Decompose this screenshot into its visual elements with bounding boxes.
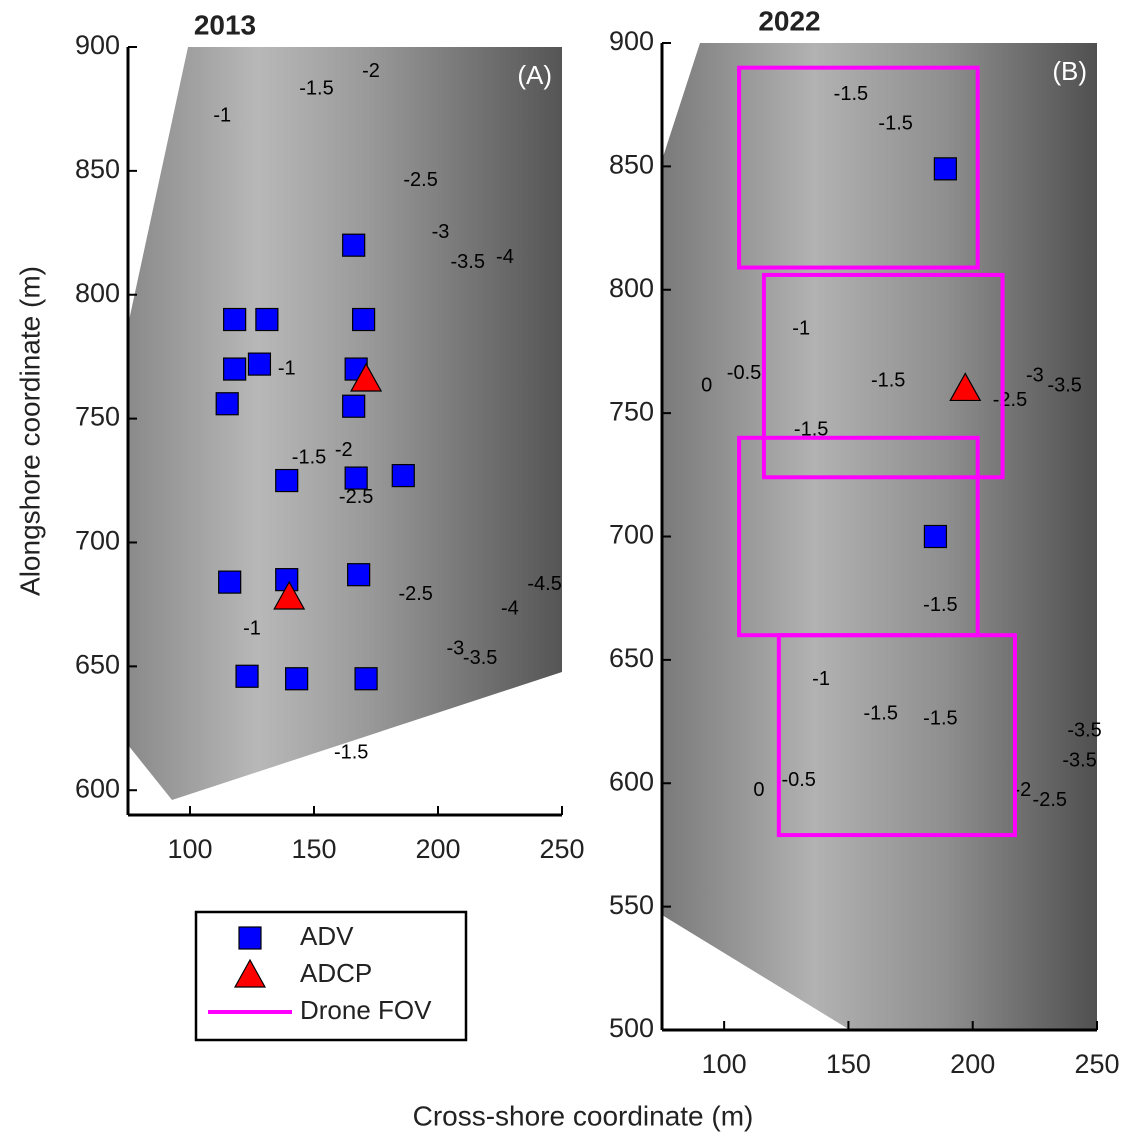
x-tick-label: 150 xyxy=(826,1049,871,1079)
adv-marker xyxy=(924,526,946,548)
adv-marker xyxy=(353,309,375,331)
contour-label: -1 xyxy=(792,318,810,340)
adv-marker xyxy=(248,353,270,375)
x-tick-label: 100 xyxy=(702,1049,747,1079)
contour-label: -1.5 xyxy=(923,594,957,616)
contour-label: -3.5 xyxy=(1067,720,1101,742)
adv-marker xyxy=(256,309,278,331)
adv-marker xyxy=(355,668,377,690)
panel-label: (A) xyxy=(517,60,552,90)
contour-label: -3.5 xyxy=(451,251,485,273)
contour-label: -4.5 xyxy=(527,573,561,595)
contour-label: -2.5 xyxy=(1033,789,1067,811)
contour-label: -2.5 xyxy=(398,583,432,605)
x-tick-label: 100 xyxy=(167,834,212,864)
y-tick-label: 600 xyxy=(609,766,654,796)
adv-marker xyxy=(219,571,241,593)
adv-marker xyxy=(224,309,246,331)
contour-label: -1.5 xyxy=(871,369,905,391)
y-tick-label: 650 xyxy=(609,643,654,673)
contour-label: -3 xyxy=(1026,364,1044,386)
contour-label: -2 xyxy=(335,439,353,461)
panel-label: (B) xyxy=(1052,56,1087,86)
adv-marker xyxy=(236,665,258,687)
adv-marker xyxy=(276,470,298,492)
contour-label: -1.5 xyxy=(864,702,898,724)
contour-label: -0.5 xyxy=(727,362,761,384)
y-tick-label: 650 xyxy=(75,649,120,679)
contour-label: -1.5 xyxy=(292,447,326,469)
contour-label: -1.5 xyxy=(923,707,957,729)
y-tick-label: 700 xyxy=(75,526,120,556)
contour-label: -1.5 xyxy=(299,77,333,99)
contour-label: -1 xyxy=(243,617,261,639)
adv-marker xyxy=(348,564,370,586)
contour-label: -1 xyxy=(213,105,231,127)
y-tick-label: 900 xyxy=(609,26,654,56)
contour-label: -1.5 xyxy=(334,741,368,763)
adv-marker xyxy=(934,158,956,180)
y-tick-label: 800 xyxy=(75,278,120,308)
contour-label: -1.5 xyxy=(878,113,912,135)
x-tick-label: 200 xyxy=(415,834,460,864)
contour-label: -4 xyxy=(496,246,514,268)
y-axis-label: Alongshore coordinate (m) xyxy=(14,266,45,596)
chart-title: 2022 xyxy=(758,5,820,36)
contour-label: -2.5 xyxy=(993,389,1027,411)
contour-label: -3.5 xyxy=(1047,374,1081,396)
page: {"xlabel": "Cross-shore coordinate (m)",… xyxy=(0,0,1128,1137)
contour-label: 0 xyxy=(753,779,764,801)
y-tick-label: 850 xyxy=(609,150,654,180)
legend-swatch xyxy=(239,927,261,949)
chart-title: 2013 xyxy=(194,9,256,40)
adv-marker xyxy=(345,467,367,489)
contour-label: -1.5 xyxy=(834,83,868,105)
x-tick-label: 250 xyxy=(1074,1049,1119,1079)
legend-label: Drone FOV xyxy=(300,995,432,1025)
contour-label: -2 xyxy=(362,60,380,82)
contour-label: -4 xyxy=(501,598,519,620)
x-tick-label: 200 xyxy=(950,1049,995,1079)
contour-label: -1 xyxy=(812,668,830,690)
adv-marker xyxy=(286,668,308,690)
y-tick-label: 800 xyxy=(609,273,654,303)
figure: Cross-shore coordinate (m) -1-1.5-2-2.5-… xyxy=(0,0,1128,1137)
x-tick-label: 250 xyxy=(539,834,584,864)
x-tick-label: 150 xyxy=(291,834,336,864)
legend-label: ADCP xyxy=(300,958,372,988)
contour-label: -3.5 xyxy=(1062,749,1096,771)
y-tick-label: 900 xyxy=(75,30,120,60)
y-tick-label: 750 xyxy=(609,396,654,426)
aerial-image xyxy=(128,47,562,800)
y-tick-label: 550 xyxy=(609,890,654,920)
y-tick-label: 850 xyxy=(75,154,120,184)
contour-label: -1 xyxy=(278,357,296,379)
adv-marker xyxy=(343,234,365,256)
adv-marker xyxy=(216,393,238,415)
y-tick-label: 750 xyxy=(75,402,120,432)
adv-marker xyxy=(343,395,365,417)
contour-label: -3.5 xyxy=(463,647,497,669)
contour-label: -0.5 xyxy=(781,769,815,791)
x-axis-label: Cross-shore coordinate (m) xyxy=(413,1100,754,1131)
adv-marker xyxy=(224,358,246,380)
legend-label: ADV xyxy=(300,921,354,951)
y-tick-label: 500 xyxy=(609,1013,654,1043)
adv-marker xyxy=(392,465,414,487)
y-tick-label: 700 xyxy=(609,520,654,550)
aerial-image xyxy=(662,43,1097,1030)
contour-label: -2.5 xyxy=(403,169,437,191)
contour-label: 0 xyxy=(701,374,712,396)
contour-label: -3 xyxy=(432,221,450,243)
y-tick-label: 600 xyxy=(75,773,120,803)
contour-label: -3 xyxy=(446,637,464,659)
